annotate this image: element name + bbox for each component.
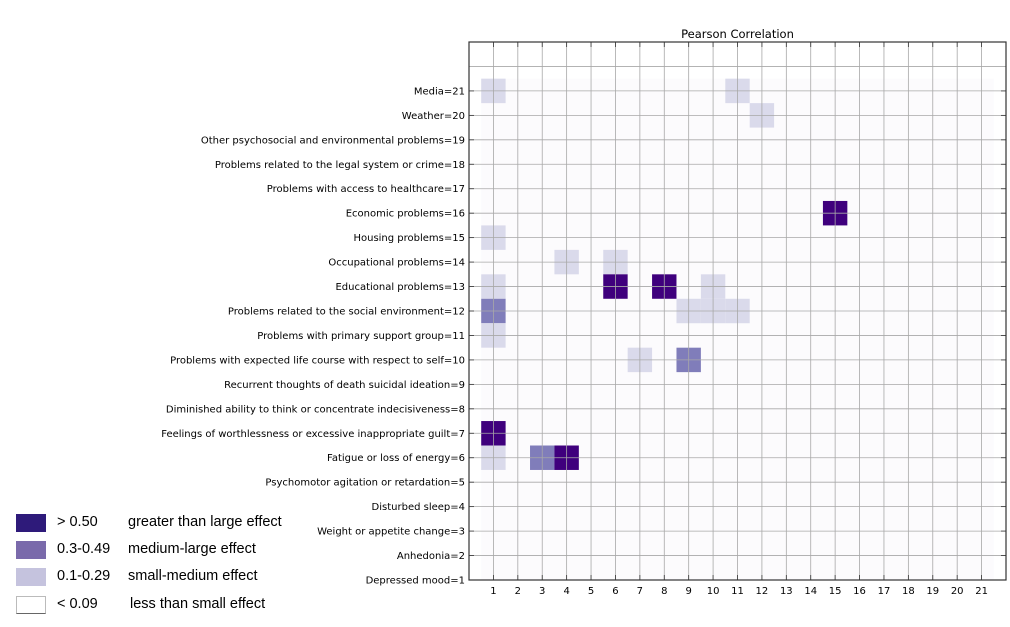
x-tick-label: 19 — [926, 586, 939, 597]
legend-description: medium-large effect — [128, 541, 256, 557]
y-tick-label: Problems with access to healthcare=17 — [267, 184, 465, 195]
y-tick-label: Media=21 — [414, 86, 465, 97]
x-tick-label: 1 — [490, 586, 496, 597]
legend-swatch-small — [16, 568, 46, 586]
y-tick-label: Housing problems=15 — [353, 233, 465, 244]
y-tick-label: Anhedonia=2 — [397, 551, 465, 562]
x-tick-label: 12 — [756, 586, 769, 597]
x-tick-label: 11 — [731, 586, 744, 597]
x-tick-label: 3 — [539, 586, 545, 597]
y-tick-label: Diminished ability to think or concentra… — [166, 404, 465, 415]
y-tick-label: Depressed mood=1 — [366, 576, 465, 587]
y-tick-label: Problems with primary support group=11 — [257, 331, 465, 342]
grid-lines — [469, 42, 1006, 580]
x-tick-label: 16 — [853, 586, 866, 597]
tick-marks — [469, 42, 1006, 581]
y-tick-label: Feelings of worthlessness or excessive i… — [161, 429, 465, 440]
x-tick-label: 9 — [685, 586, 691, 597]
y-tick-labels: Depressed mood=1 Anhedonia=2 Weight or app… — [161, 86, 465, 586]
legend-range: > 0.50 — [57, 514, 98, 530]
y-tick-label: Psychomotor agitation or retardation=5 — [265, 478, 465, 489]
legend-range: 0.3-0.49 — [57, 541, 111, 557]
y-tick-label: Other psychosocial and environmental pro… — [201, 135, 465, 146]
y-tick-label: Weather=20 — [402, 111, 465, 122]
legend-description: small-medium effect — [128, 568, 258, 584]
x-tick-labels: 1 2 3 4 5 6 7 8 9 10 11 12 13 14 15 16 17 18 19 20 21 — [490, 586, 988, 597]
legend-item-none: < 0.09 less than small effect — [16, 596, 316, 615]
chart-title: Pearson Correlation — [681, 27, 794, 41]
y-tick-label: Fatigue or loss of energy=6 — [327, 453, 465, 464]
legend-description: greater than large effect — [128, 514, 282, 530]
y-tick-label: Educational problems=13 — [335, 282, 465, 293]
x-tick-label: 5 — [588, 586, 594, 597]
x-tick-label: 10 — [707, 586, 720, 597]
legend-range: 0.1-0.29 — [57, 568, 111, 584]
y-tick-label: Disturbed sleep=4 — [372, 502, 465, 513]
y-tick-label: Economic problems=16 — [346, 209, 465, 220]
y-tick-label: Recurrent thoughts of death suicidal ide… — [224, 380, 465, 391]
x-tick-label: 15 — [829, 586, 842, 597]
legend-item-medium: 0.3-0.49 medium-large effect — [16, 541, 316, 560]
y-tick-label: Problems related to the legal system or … — [215, 160, 465, 171]
y-tick-label: Problems related to the social environme… — [228, 307, 465, 318]
legend-swatch-none — [16, 596, 46, 614]
legend-description: less than small effect — [130, 596, 266, 612]
x-tick-label: 7 — [637, 586, 643, 597]
y-tick-label: Occupational problems=14 — [328, 258, 465, 269]
legend-item-large: > 0.50 greater than large effect — [16, 514, 316, 533]
legend-swatch-medium — [16, 541, 46, 559]
x-tick-label: 17 — [878, 586, 891, 597]
y-tick-label: Weight or appetite change=3 — [317, 527, 465, 538]
x-tick-label: 14 — [804, 586, 817, 597]
x-tick-label: 13 — [780, 586, 793, 597]
x-tick-label: 21 — [975, 586, 988, 597]
x-tick-label: 20 — [951, 586, 964, 597]
x-tick-label: 18 — [902, 586, 915, 597]
y-tick-label: Problems with expected life course with … — [170, 355, 465, 366]
x-tick-label: 2 — [515, 586, 521, 597]
legend-range: < 0.09 — [57, 596, 98, 612]
legend-swatch-large — [16, 514, 46, 532]
legend-item-small: 0.1-0.29 small-medium effect — [16, 568, 316, 587]
x-tick-label: 8 — [661, 586, 667, 597]
x-tick-label: 6 — [612, 586, 618, 597]
x-tick-label: 4 — [563, 586, 569, 597]
